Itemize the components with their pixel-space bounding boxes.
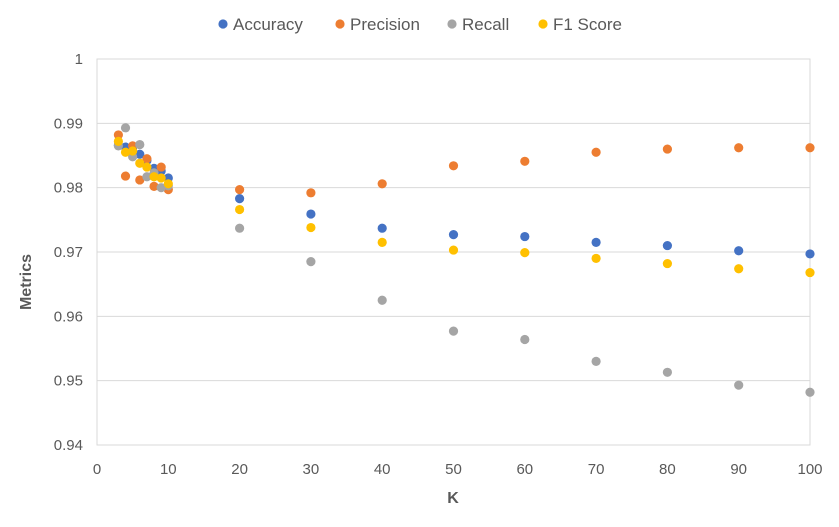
f1-score-point — [142, 162, 152, 172]
x-tick-label: 30 — [303, 461, 320, 478]
precision-point — [235, 184, 245, 195]
legend-marker — [538, 19, 548, 29]
y-tick-label: 0.94 — [54, 437, 83, 454]
accuracy-point — [448, 230, 459, 240]
x-axis-ticks: 0 10 20 30 40 50 60 70 80 90 100 — [93, 461, 823, 478]
precision-point — [805, 143, 815, 153]
recall-point — [448, 326, 459, 336]
f1-score-point — [113, 136, 123, 146]
data-points — [113, 123, 815, 397]
y-tick-label: 0.95 — [54, 373, 83, 390]
f1-score-point — [448, 245, 459, 255]
x-tick-label: 20 — [231, 461, 248, 478]
precision-point — [591, 147, 601, 157]
legend-marker — [335, 19, 345, 29]
legend: Accuracy Precision Recall F1 Score — [218, 15, 622, 34]
precision-point — [306, 188, 316, 198]
f1-score-point — [591, 253, 601, 264]
series-f1-score — [113, 136, 815, 278]
accuracy-point — [135, 149, 145, 159]
x-tick-label: 40 — [374, 461, 391, 478]
recall-point — [662, 367, 673, 377]
y-axis-title: Metrics — [18, 254, 35, 310]
precision-point — [448, 161, 459, 171]
f1-score-point — [149, 172, 159, 182]
f1-score-point — [120, 147, 131, 157]
series-accuracy — [113, 140, 815, 259]
f1-score-point — [805, 267, 815, 278]
recall-point — [120, 123, 131, 133]
accuracy-point — [377, 223, 387, 233]
accuracy-point — [805, 249, 815, 259]
x-tick-label: 50 — [445, 461, 462, 478]
precision-point — [120, 171, 131, 181]
recall-point — [142, 172, 152, 182]
y-tick-label: 0.96 — [54, 308, 83, 325]
legend-item-precision: Precision — [335, 15, 420, 34]
x-tick-label: 10 — [160, 461, 177, 478]
recall-point — [520, 334, 530, 345]
f1-score-point — [662, 258, 673, 269]
recall-point — [306, 257, 316, 267]
x-tick-label: 90 — [730, 461, 747, 478]
legend-marker — [447, 19, 457, 29]
x-axis-title: K — [447, 490, 459, 507]
accuracy-point — [235, 194, 245, 204]
f1-score-point — [128, 146, 138, 156]
f1-score-point — [377, 237, 387, 247]
series-precision — [113, 130, 815, 198]
precision-point — [377, 179, 387, 189]
legend-label: Accuracy — [233, 15, 303, 34]
recall-point — [591, 356, 601, 366]
series-recall — [113, 123, 815, 397]
recall-point — [377, 295, 387, 305]
f1-score-point — [156, 173, 166, 183]
precision-point — [662, 144, 673, 154]
recall-point — [235, 223, 245, 233]
f1-score-point — [135, 158, 145, 168]
accuracy-point — [520, 231, 530, 242]
y-tick-label: 0.99 — [54, 115, 83, 132]
legend-item-f1-score: F1 Score — [538, 15, 622, 34]
f1-score-point — [235, 204, 245, 215]
recall-point — [156, 183, 166, 193]
y-tick-label: 0.98 — [54, 180, 83, 197]
precision-point — [113, 130, 123, 140]
f1-score-point — [520, 248, 530, 258]
precision-point — [135, 175, 145, 185]
f1-score-point — [734, 264, 744, 274]
x-tick-label: 80 — [659, 461, 676, 478]
y-tick-label: 0.97 — [54, 244, 83, 261]
recall-point — [805, 387, 815, 397]
recall-point — [135, 139, 145, 150]
y-tick-label: 1 — [75, 51, 83, 68]
legend-label: Recall — [462, 15, 509, 34]
precision-point — [520, 156, 530, 166]
legend-item-accuracy: Accuracy — [218, 15, 303, 34]
accuracy-point — [306, 209, 316, 219]
recall-point — [734, 380, 744, 390]
x-tick-label: 60 — [516, 461, 533, 478]
precision-point — [142, 154, 152, 164]
x-tick-label: 0 — [93, 461, 101, 478]
legend-item-recall: Recall — [447, 15, 509, 34]
accuracy-point — [734, 246, 744, 256]
precision-point — [156, 162, 166, 172]
precision-point — [734, 143, 744, 153]
accuracy-point — [591, 237, 601, 247]
x-tick-label: 70 — [588, 461, 605, 478]
legend-label: Precision — [350, 15, 420, 34]
f1-score-point — [306, 222, 316, 233]
x-tick-label: 100 — [797, 461, 822, 478]
f1-score-point — [163, 179, 173, 189]
legend-marker — [218, 19, 228, 29]
precision-point — [149, 181, 159, 191]
accuracy-point — [662, 240, 673, 251]
y-axis-ticks: 0.94 0.95 0.96 0.97 0.98 0.99 1 — [54, 51, 83, 454]
legend-label: F1 Score — [553, 15, 622, 34]
